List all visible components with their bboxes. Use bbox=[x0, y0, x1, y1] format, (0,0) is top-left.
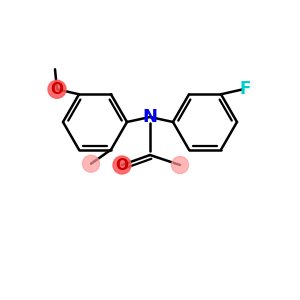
Circle shape bbox=[172, 157, 188, 173]
Text: O: O bbox=[50, 82, 64, 97]
Text: O: O bbox=[116, 158, 128, 172]
Circle shape bbox=[48, 80, 66, 98]
Circle shape bbox=[82, 155, 100, 172]
Text: N: N bbox=[142, 108, 158, 126]
Circle shape bbox=[113, 156, 131, 174]
Text: F: F bbox=[239, 80, 251, 98]
